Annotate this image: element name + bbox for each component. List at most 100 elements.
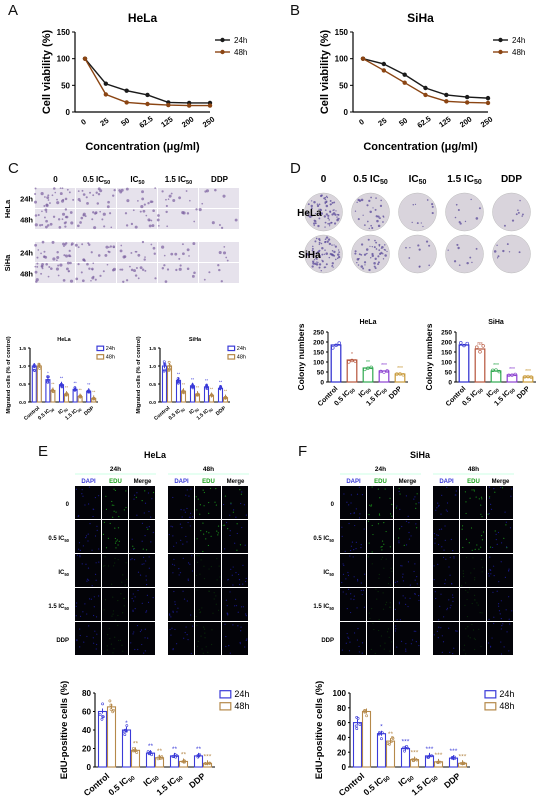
panel-f-cell-dot (509, 623, 511, 625)
migrated-cell-dot (55, 267, 59, 271)
chart-d-hela-y-tick-label: 150 (313, 350, 324, 357)
panel-e-cell-dot (172, 649, 174, 651)
panel-e-cell-dot (239, 643, 241, 645)
migrated-cell-dot (125, 224, 129, 227)
chart-e-replicate-dot (204, 761, 207, 765)
panel-e-cell-dot (113, 510, 115, 512)
chart-f-legend-swatch (484, 690, 497, 699)
panel-e-cell-dot (241, 526, 243, 529)
chart-c-siha-y-tick-label: 1.5 (149, 346, 156, 352)
colony-dot (318, 239, 321, 242)
panel-e-cell-dot (189, 563, 191, 565)
colony-dot (331, 250, 334, 252)
panel-f-cell-dot (503, 537, 505, 539)
colony-dot (314, 240, 317, 243)
migrated-cell-dot (41, 240, 45, 244)
panel-f-cell-dot (494, 530, 496, 532)
panel-f-cell-dot (346, 608, 348, 610)
colony-dot (360, 243, 364, 246)
panel-f-cell-dot (505, 521, 507, 523)
chart-c-hela-replicate-dot (87, 390, 91, 394)
panel-f-cell-dot (480, 645, 482, 648)
colony-dot (384, 244, 386, 246)
panel-e-cell-dot (186, 634, 188, 636)
migrated-cell-dot (68, 191, 71, 194)
colony-dot (336, 216, 338, 218)
panel-e-cell-dot (229, 530, 231, 532)
colony-dot (334, 258, 337, 261)
panel-e-cell-dot (79, 615, 82, 617)
colony-dot (324, 196, 327, 199)
migrated-cell-dot (53, 187, 56, 190)
migrated-cell-dot (95, 191, 98, 194)
colony-dish (398, 234, 437, 274)
colony-dot (315, 252, 318, 255)
colony-dot (496, 244, 498, 247)
migrated-cell-dot (112, 194, 115, 197)
migrated-cell-dot (166, 268, 170, 271)
panel-f-cell-dot (490, 508, 493, 510)
panel-f-cell-dot (407, 561, 410, 563)
panel-e-cell-dot (202, 550, 204, 553)
migrated-cell-dot (92, 194, 95, 197)
panel-f-cell-dot (351, 541, 354, 543)
panel-f-cell-dot (384, 642, 386, 644)
chart-d-siha-y-tick-label: 0 (448, 380, 452, 387)
panel-f-cell-dot (488, 486, 491, 488)
colony-dot (420, 222, 422, 224)
migrated-cell-dot (41, 223, 44, 226)
panel-e-cell-dot (112, 516, 114, 518)
migrated-cell-dot (139, 210, 142, 213)
migrated-cell-dot (226, 259, 229, 262)
colony-dot (454, 216, 457, 219)
panel-e-cell-dot (125, 506, 127, 509)
panel-e-cell-dot (213, 598, 215, 600)
panel-f-cell-dot (488, 618, 490, 620)
migrated-cell-dot (141, 190, 144, 194)
colony-dot (314, 222, 317, 225)
panel-e-cell-dot (203, 491, 205, 494)
panel-f-cell-dot (478, 498, 480, 500)
colony-dot (471, 261, 473, 264)
panel-f-cell-dot (395, 628, 397, 630)
panel-f-cell-dot (358, 517, 361, 519)
chart-e-significance: ** (157, 748, 163, 755)
chart-f-replicate-dot (363, 708, 367, 712)
chart-d-hela-bar (346, 359, 358, 383)
chart-c-hela-replicate-dot (32, 363, 36, 367)
panel-e-cell-dot (201, 648, 203, 650)
panel-f-cell-dot (418, 502, 420, 504)
migrated-cell-dot (178, 257, 181, 260)
migrated-cell-dot (72, 198, 75, 201)
panel-e-image-tile (195, 622, 221, 655)
chart-d-hela-bar (330, 344, 342, 383)
panel-e-cell-dot (137, 589, 139, 592)
panel-e-cell-dot (203, 628, 206, 630)
panel-f-cell-dot (492, 546, 494, 549)
chart-e-legend-label: 48h (234, 701, 249, 711)
panel-f-cell-dot (461, 585, 463, 587)
panel-f-cell-dot (446, 510, 448, 512)
colony-dot (313, 222, 316, 225)
panel-f-cell-dot (349, 555, 351, 557)
migrated-cell-dot (201, 202, 204, 205)
colony-dot (455, 203, 458, 206)
chart-e-significance: ** (196, 746, 202, 753)
chart-d-hela-y-tick-label: 0 (320, 380, 324, 387)
panel-f-cell-dot (389, 650, 391, 652)
migrated-cell-dot (83, 259, 86, 262)
colony-dot (458, 264, 461, 266)
panel-e-image-tile (102, 486, 128, 519)
migrated-cell-dot (88, 243, 91, 246)
panel-f-cell-dot (356, 639, 359, 641)
chart-f-replicate-dot (391, 737, 395, 740)
migrated-cell-dot (40, 264, 44, 268)
migrated-cell-dot (48, 265, 51, 268)
chart-a-point-48h (166, 102, 171, 108)
panel-f-cell-dot (437, 534, 439, 537)
chart-d-hela-replicate-dot (331, 346, 335, 350)
panel-f-cell-dot (367, 520, 370, 522)
chart-f-replicate-dot (364, 710, 367, 714)
